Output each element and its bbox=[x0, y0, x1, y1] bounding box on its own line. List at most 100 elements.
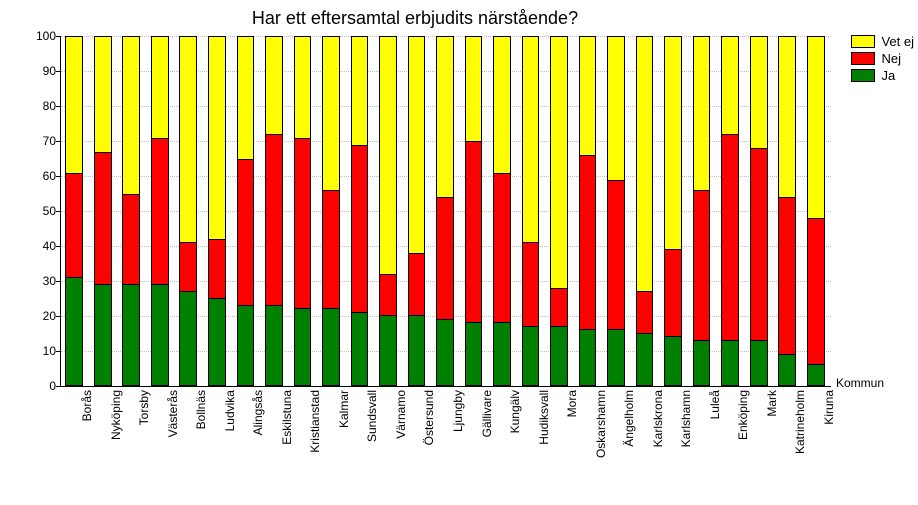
x-category-label: Bollnäs bbox=[194, 390, 208, 429]
bar-slot bbox=[408, 36, 426, 386]
ytick-label: 40 bbox=[6, 239, 56, 253]
bar-segment-ja bbox=[180, 291, 196, 385]
bar-slot bbox=[151, 36, 169, 386]
bar bbox=[237, 36, 255, 386]
bar-segment-vet_ej bbox=[209, 37, 225, 239]
x-category-label: Mark bbox=[765, 390, 779, 417]
bar bbox=[693, 36, 711, 386]
bar-segment-nej bbox=[580, 155, 596, 329]
bar-segment-ja bbox=[95, 284, 111, 385]
bar-slot bbox=[522, 36, 540, 386]
bar-slot bbox=[636, 36, 654, 386]
bar-slot bbox=[778, 36, 796, 386]
x-category-label: Ludvika bbox=[223, 390, 237, 431]
bar-segment-nej bbox=[551, 288, 567, 326]
x-axis-title: Kommun bbox=[836, 376, 884, 390]
bar-segment-nej bbox=[494, 173, 510, 323]
bar-segment-nej bbox=[437, 197, 453, 319]
bar-slot bbox=[607, 36, 625, 386]
bar-slot bbox=[65, 36, 83, 386]
bar-segment-nej bbox=[209, 239, 225, 298]
chart-title: Har ett eftersamtal erbjudits närstående… bbox=[0, 8, 830, 29]
bar-segment-nej bbox=[152, 138, 168, 284]
bar-slot bbox=[208, 36, 226, 386]
bar bbox=[122, 36, 140, 386]
bar-segment-vet_ej bbox=[380, 37, 396, 274]
bar bbox=[636, 36, 654, 386]
bar bbox=[322, 36, 340, 386]
bar bbox=[607, 36, 625, 386]
bar-segment-nej bbox=[694, 190, 710, 340]
bar-segment-vet_ej bbox=[722, 37, 738, 134]
bar-segment-vet_ej bbox=[238, 37, 254, 159]
bar-segment-ja bbox=[580, 329, 596, 385]
bar bbox=[778, 36, 796, 386]
bar-segment-nej bbox=[380, 274, 396, 316]
x-category-label: Enköping bbox=[736, 390, 750, 440]
x-axis-labels: BoråsNyköpingTorsbyVästeråsBollnäsLudvik… bbox=[60, 390, 830, 500]
bar-segment-ja bbox=[722, 340, 738, 385]
bar-segment-ja bbox=[551, 326, 567, 385]
bar-slot bbox=[237, 36, 255, 386]
bar-segment-vet_ej bbox=[779, 37, 795, 197]
bars-layer bbox=[60, 36, 830, 386]
x-category-label: Östersund bbox=[422, 390, 436, 445]
ytick-label: 60 bbox=[6, 169, 56, 183]
bar-segment-vet_ej bbox=[694, 37, 710, 190]
bar-segment-ja bbox=[266, 305, 282, 385]
chart-frame: Har ett eftersamtal erbjudits närstående… bbox=[0, 0, 918, 505]
bar-segment-vet_ej bbox=[608, 37, 624, 180]
bar-segment-ja bbox=[352, 312, 368, 385]
bar-segment-vet_ej bbox=[123, 37, 139, 194]
bar-segment-nej bbox=[295, 138, 311, 309]
ytick-label: 50 bbox=[6, 204, 56, 218]
bar-segment-ja bbox=[808, 364, 824, 385]
bar-segment-vet_ej bbox=[466, 37, 482, 141]
bar-segment-vet_ej bbox=[751, 37, 767, 148]
bar-segment-vet_ej bbox=[808, 37, 824, 218]
x-category-label: Värnamo bbox=[394, 390, 408, 439]
x-category-label: Kiruna bbox=[822, 390, 836, 425]
bar-slot bbox=[579, 36, 597, 386]
ytick-label: 90 bbox=[6, 64, 56, 78]
x-category-label: Oskarshamn bbox=[594, 390, 608, 458]
bar-segment-vet_ej bbox=[323, 37, 339, 190]
bar-segment-ja bbox=[437, 319, 453, 385]
ytick-label: 100 bbox=[6, 29, 56, 43]
bar-segment-nej bbox=[266, 134, 282, 305]
ytick-label: 10 bbox=[6, 344, 56, 358]
bar-segment-vet_ej bbox=[637, 37, 653, 291]
bar bbox=[436, 36, 454, 386]
bar-slot bbox=[664, 36, 682, 386]
bar-segment-ja bbox=[494, 322, 510, 385]
x-category-label: Sundsvall bbox=[365, 390, 379, 442]
bar bbox=[807, 36, 825, 386]
bar-slot bbox=[493, 36, 511, 386]
bar-segment-vet_ej bbox=[523, 37, 539, 242]
bar-slot bbox=[721, 36, 739, 386]
bar bbox=[579, 36, 597, 386]
bar bbox=[151, 36, 169, 386]
bar-segment-vet_ej bbox=[665, 37, 681, 249]
bar-slot bbox=[693, 36, 711, 386]
bar bbox=[265, 36, 283, 386]
bar-segment-nej bbox=[66, 173, 82, 277]
ytick-label: 0 bbox=[6, 379, 56, 393]
legend-swatch bbox=[851, 69, 875, 82]
ytick-label: 20 bbox=[6, 309, 56, 323]
legend-item: Vet ej bbox=[851, 34, 914, 49]
bar-segment-ja bbox=[323, 308, 339, 385]
bar bbox=[179, 36, 197, 386]
bar bbox=[94, 36, 112, 386]
bar-segment-ja bbox=[466, 322, 482, 385]
bar-segment-ja bbox=[238, 305, 254, 385]
bar-segment-nej bbox=[665, 249, 681, 336]
x-category-label: Mora bbox=[565, 390, 579, 417]
bar-segment-ja bbox=[123, 284, 139, 385]
bar-segment-ja bbox=[637, 333, 653, 385]
bar-segment-ja bbox=[380, 315, 396, 385]
bar-segment-nej bbox=[637, 291, 653, 333]
bar-slot bbox=[750, 36, 768, 386]
x-category-label: Eskilstuna bbox=[280, 390, 294, 445]
legend-swatch bbox=[851, 52, 875, 65]
